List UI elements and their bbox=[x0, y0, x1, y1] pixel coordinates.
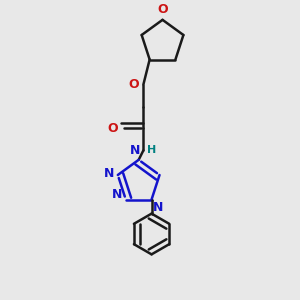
Text: N: N bbox=[153, 201, 164, 214]
Text: O: O bbox=[128, 78, 139, 91]
Text: O: O bbox=[107, 122, 118, 135]
Text: N: N bbox=[112, 188, 122, 201]
Text: N: N bbox=[130, 144, 140, 157]
Text: H: H bbox=[147, 146, 157, 155]
Text: O: O bbox=[157, 3, 168, 16]
Text: N: N bbox=[103, 167, 114, 180]
